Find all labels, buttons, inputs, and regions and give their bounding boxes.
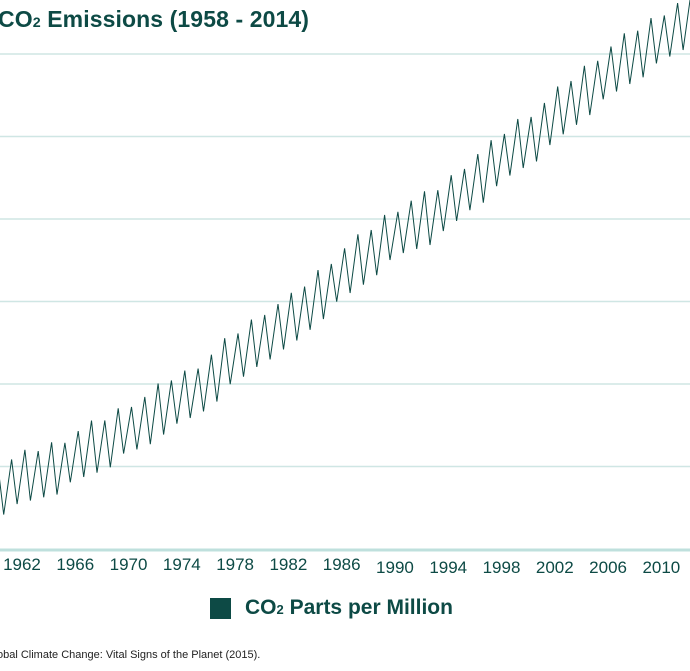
source-note: obal Climate Change: Vital Signs of the … — [0, 649, 261, 661]
title-subscript: 2 — [32, 15, 41, 31]
x-tick-label: 1994 — [429, 558, 467, 577]
x-tick-label: 2010 — [642, 558, 680, 577]
x-tick-label: 1966 — [56, 555, 94, 574]
x-tick-label: 1998 — [483, 558, 521, 577]
legend-subscript: 2 — [276, 602, 284, 617]
legend-swatch — [210, 597, 231, 619]
x-tick-label: 2002 — [536, 558, 574, 577]
x-tick-label: 1970 — [110, 555, 148, 574]
x-tick-label: 1990 — [376, 558, 414, 577]
x-tick-labels: 1962 1966 1970 1974 1978 1982 1986 1990 1994 1998… — [3, 555, 680, 577]
series-line-co2-ppm — [0, 0, 690, 515]
chart-title: CO2 Emissions (1958 - 2014) — [0, 6, 309, 33]
chart-plot: 1962 1966 1970 1974 1978 1982 1986 1990 1994 1998… — [0, 0, 690, 577]
x-tick-label: 1986 — [323, 555, 361, 574]
legend-label: CO2 Parts per Million — [245, 596, 453, 620]
x-tick-label: 1982 — [269, 555, 307, 574]
title-text: CO — [0, 6, 33, 32]
legend-text: CO — [245, 596, 277, 619]
legend-text-rest: Parts per Million — [283, 596, 453, 619]
gridlines — [0, 53, 690, 468]
title-text-rest: Emissions (1958 - 2014) — [40, 6, 310, 32]
legend: CO2 Parts per Million — [210, 596, 453, 620]
x-tick-label: 1962 — [3, 555, 41, 574]
x-tick-label: 2006 — [589, 558, 627, 577]
x-tick-label: 1974 — [163, 555, 201, 574]
x-tick-label: 1978 — [216, 555, 254, 574]
